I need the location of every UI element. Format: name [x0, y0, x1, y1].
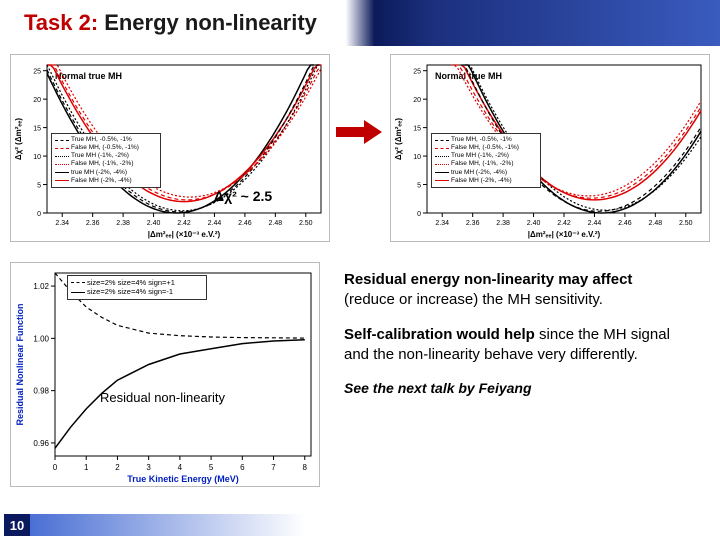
svg-text:Δχ² (Δm²ₑₑ): Δχ² (Δm²ₑₑ) [14, 118, 23, 160]
svg-text:2.40: 2.40 [527, 220, 541, 227]
p1-bold: Residual energy non-linearity may affect [344, 271, 632, 288]
legend-top-right: True MH, -0.5%, -1%False MH, (-0.5%, -1%… [431, 133, 541, 188]
svg-text:0: 0 [417, 211, 421, 218]
title-rest: Energy non-linearity [104, 10, 317, 36]
chart-bottom-left: 0 1 2 3 4 5 6 7 8 0.96 0.98 1.00 1.02 True Kinetic En… [10, 262, 320, 487]
p1-plain: (reduce or increase) the MH sensitivity. [344, 291, 603, 308]
svg-text:Residual Nonlinear Function: Residual Nonlinear Function [15, 303, 25, 425]
svg-text:20: 20 [413, 97, 421, 104]
residual-label: Residual non-linearity [100, 390, 225, 405]
svg-text:2.46: 2.46 [238, 220, 252, 227]
chart-top-left: 2.34 2.36 2.38 2.40 2.42 2.44 2.46 2.48 2.50 0 5 10… [10, 54, 330, 242]
svg-text:2.38: 2.38 [116, 220, 130, 227]
svg-text:2.44: 2.44 [588, 220, 602, 227]
arrow-body [336, 127, 366, 137]
svg-text:1: 1 [84, 463, 89, 472]
body-text: Residual energy non-linearity may affect… [320, 262, 690, 502]
svg-text:0: 0 [37, 211, 41, 218]
svg-text:5: 5 [37, 183, 41, 190]
svg-text:20: 20 [33, 97, 41, 104]
svg-text:0.96: 0.96 [33, 439, 49, 448]
svg-text:2.34: 2.34 [435, 220, 449, 227]
svg-text:10: 10 [33, 154, 41, 161]
arrow-head [364, 120, 382, 144]
slide: Task 2: Energy non-linearity 2.342.362.3… [0, 0, 720, 540]
note-italic: See the next talk by Feiyang [344, 379, 680, 398]
svg-text:2.36: 2.36 [466, 220, 480, 227]
title-bar: Task 2: Energy non-linearity [0, 0, 720, 46]
svg-text:5: 5 [417, 183, 421, 190]
svg-text:0: 0 [53, 463, 58, 472]
svg-text:4: 4 [178, 463, 183, 472]
svg-text:2.42: 2.42 [557, 220, 571, 227]
svg-text:1.02: 1.02 [33, 282, 49, 291]
svg-text:Δχ² (Δm²ₑₑ): Δχ² (Δm²ₑₑ) [394, 118, 403, 160]
svg-text:15: 15 [413, 126, 421, 133]
title-task: Task 2: [24, 10, 98, 36]
chi-annotation: Δχ² ~ 2.5 [214, 188, 272, 204]
bottom-row: 0 1 2 3 4 5 6 7 8 0.96 0.98 1.00 1.02 True Kinetic En… [10, 262, 710, 502]
paragraph-2: Self-calibration would help since the MH… [344, 325, 680, 366]
svg-text:2.34: 2.34 [55, 220, 69, 227]
arrow-icon [336, 120, 384, 144]
svg-text:15: 15 [33, 126, 41, 133]
svg-text:2.38: 2.38 [496, 220, 510, 227]
top-charts-row: 2.34 2.36 2.38 2.40 2.42 2.44 2.46 2.48 2.50 0 5 10… [10, 54, 710, 244]
svg-text:2: 2 [115, 463, 120, 472]
svg-text:2.50: 2.50 [679, 220, 693, 227]
svg-text:2.48: 2.48 [269, 220, 283, 227]
svg-text:7: 7 [271, 463, 276, 472]
paragraph-1: Residual energy non-linearity may affect… [344, 270, 680, 311]
legend-top-left: True MH, -0.5%, -1%False MH, (-0.5%, -1%… [51, 133, 161, 188]
svg-text:2.42: 2.42 [177, 220, 191, 227]
svg-text:Normal true MH: Normal true MH [55, 71, 122, 81]
svg-text:1.00: 1.00 [33, 334, 49, 343]
svg-text:2.40: 2.40 [147, 220, 161, 227]
svg-text:2.46: 2.46 [618, 220, 632, 227]
svg-text:25: 25 [33, 69, 41, 76]
svg-text:2.50: 2.50 [299, 220, 313, 227]
page-number: 10 [4, 514, 30, 536]
svg-text:2.48: 2.48 [649, 220, 663, 227]
svg-text:6: 6 [240, 463, 245, 472]
svg-text:2.36: 2.36 [86, 220, 100, 227]
svg-text:|Δm²ₑₑ| (×10⁻³ e.V.²): |Δm²ₑₑ| (×10⁻³ e.V.²) [528, 230, 601, 239]
chart-top-right: 2.34 2.36 2.38 2.40 2.42 2.44 2.46 2.48 2.50 0 5 10… [390, 54, 710, 242]
svg-text:True Kinetic Energy (MeV): True Kinetic Energy (MeV) [127, 474, 239, 484]
svg-text:3: 3 [146, 463, 151, 472]
svg-text:8: 8 [303, 463, 308, 472]
svg-text:|Δm²ₑₑ| (×10⁻³ e.V.²): |Δm²ₑₑ| (×10⁻³ e.V.²) [148, 230, 221, 239]
svg-text:0.98: 0.98 [33, 387, 49, 396]
svg-text:2.44: 2.44 [208, 220, 222, 227]
p2-bold: Self-calibration would help [344, 326, 539, 343]
svg-text:25: 25 [413, 69, 421, 76]
svg-text:5: 5 [209, 463, 214, 472]
legend-bottom: size=2% size=4% sign=+1size=2% size=4% s… [67, 275, 207, 300]
svg-text:10: 10 [413, 154, 421, 161]
